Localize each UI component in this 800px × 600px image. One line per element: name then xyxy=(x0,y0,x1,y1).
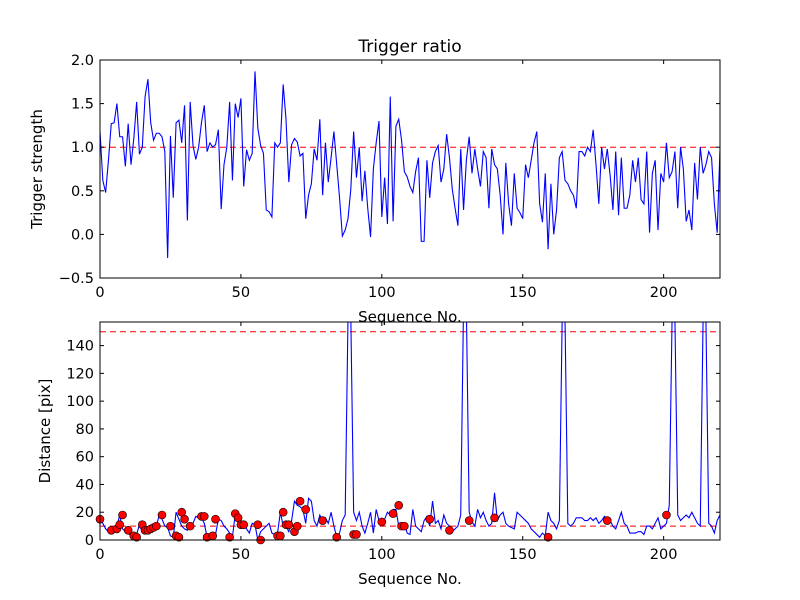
data-point-marker xyxy=(293,522,301,530)
y-tick-label: 120 xyxy=(66,366,94,382)
data-point-marker xyxy=(491,514,499,522)
data-point-marker xyxy=(152,522,160,530)
data-point-marker xyxy=(319,517,327,525)
data-point-marker xyxy=(186,522,194,530)
data-point-marker xyxy=(296,497,304,505)
y-axis-label: Distance [pix] xyxy=(36,379,54,484)
y-tick-label: 80 xyxy=(76,422,94,438)
data-point-marker xyxy=(119,511,127,519)
data-point-marker xyxy=(395,501,403,509)
trigger-ratio-chart: Trigger ratio Sequence No. Trigger stren… xyxy=(28,37,726,326)
y-tick-label: 1.5 xyxy=(71,97,94,113)
data-point-marker xyxy=(212,515,220,523)
data-point-marker xyxy=(209,532,217,540)
x-tick-label: 150 xyxy=(509,547,537,563)
y-tick-label: 60 xyxy=(76,450,94,466)
figure: Trigger ratio Sequence No. Trigger stren… xyxy=(0,0,800,600)
y-tick-label: 0.5 xyxy=(71,184,94,200)
data-point-marker xyxy=(158,511,166,519)
plot-frame xyxy=(100,322,720,540)
series-line xyxy=(100,304,728,540)
x-tick-label: 100 xyxy=(368,547,396,563)
series-line xyxy=(100,71,726,258)
x-tick-label: 200 xyxy=(650,285,678,301)
x-tick-label: 200 xyxy=(650,547,678,563)
data-point-marker xyxy=(465,517,473,525)
y-tick-label: 0.0 xyxy=(71,227,94,243)
x-tick-label: 0 xyxy=(95,285,104,301)
data-point-marker xyxy=(166,522,174,530)
data-point-marker xyxy=(276,532,284,540)
data-point-marker xyxy=(400,522,408,530)
data-point-marker xyxy=(352,530,360,538)
y-tick-label: −0.5 xyxy=(59,271,94,287)
data-point-marker xyxy=(254,521,262,529)
data-point-marker xyxy=(285,521,293,529)
y-tick-label: 20 xyxy=(76,505,94,521)
plot-frame xyxy=(100,60,720,278)
x-tick-label: 0 xyxy=(95,547,104,563)
data-point-marker xyxy=(389,510,397,518)
data-point-marker xyxy=(426,515,434,523)
x-tick-label: 100 xyxy=(368,285,396,301)
data-point-marker xyxy=(279,508,287,516)
data-point-marker xyxy=(378,518,386,526)
x-tick-label: 50 xyxy=(232,547,250,563)
data-point-marker xyxy=(116,521,124,529)
data-point-marker xyxy=(200,512,208,520)
y-tick-label: 100 xyxy=(66,394,94,410)
y-tick-label: 40 xyxy=(76,477,94,493)
y-tick-label: 0 xyxy=(85,533,94,549)
data-point-marker xyxy=(603,517,611,525)
data-point-marker xyxy=(181,515,189,523)
x-tick-label: 150 xyxy=(509,285,537,301)
distance-chart: Sequence No. Distance [pix] 0 50 100 150 200… xyxy=(36,304,728,588)
x-axis-label: Sequence No. xyxy=(358,308,462,326)
data-point-marker xyxy=(302,505,310,513)
y-axis-label: Trigger strength xyxy=(28,109,46,230)
data-point-marker xyxy=(445,526,453,534)
data-point-marker xyxy=(662,511,670,519)
x-tick-label: 50 xyxy=(232,285,250,301)
chart-title: Trigger ratio xyxy=(357,37,461,57)
y-tick-label: 140 xyxy=(66,339,94,355)
y-tick-label: 1.0 xyxy=(71,140,94,156)
y-tick-label: 2.0 xyxy=(71,53,94,69)
x-axis-label: Sequence No. xyxy=(358,570,462,588)
data-point-marker xyxy=(240,521,248,529)
